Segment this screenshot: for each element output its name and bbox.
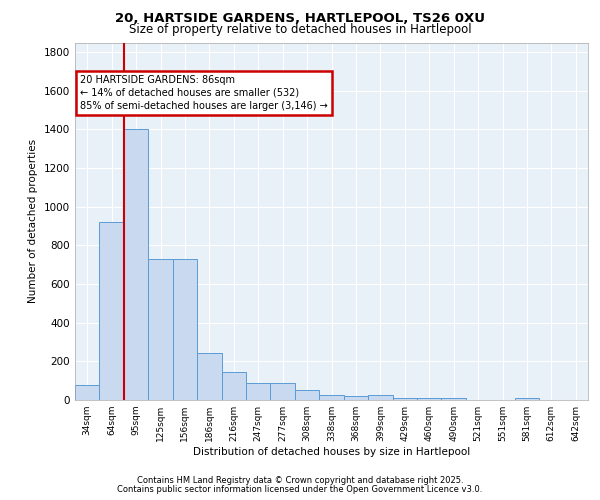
Text: Contains HM Land Registry data © Crown copyright and database right 2025.: Contains HM Land Registry data © Crown c…: [137, 476, 463, 485]
Bar: [197, 352, 221, 400]
Bar: [442, 398, 466, 400]
Bar: [148, 259, 173, 400]
Text: Contains public sector information licensed under the Open Government Licence v3: Contains public sector information licen…: [118, 485, 482, 494]
Y-axis label: Number of detached properties: Number of detached properties: [28, 139, 38, 304]
Bar: [100, 222, 124, 400]
Bar: [124, 130, 148, 400]
Bar: [515, 398, 539, 400]
Bar: [368, 395, 392, 400]
Bar: [271, 382, 295, 400]
Text: 20, HARTSIDE GARDENS, HARTLEPOOL, TS26 0XU: 20, HARTSIDE GARDENS, HARTLEPOOL, TS26 0…: [115, 12, 485, 26]
Bar: [295, 390, 319, 400]
Bar: [392, 398, 417, 400]
Bar: [417, 398, 442, 400]
Bar: [221, 372, 246, 400]
X-axis label: Distribution of detached houses by size in Hartlepool: Distribution of detached houses by size …: [193, 447, 470, 457]
Bar: [246, 382, 271, 400]
Bar: [319, 395, 344, 400]
Bar: [344, 396, 368, 400]
Text: Size of property relative to detached houses in Hartlepool: Size of property relative to detached ho…: [128, 22, 472, 36]
Text: 20 HARTSIDE GARDENS: 86sqm
← 14% of detached houses are smaller (532)
85% of sem: 20 HARTSIDE GARDENS: 86sqm ← 14% of deta…: [80, 74, 328, 111]
Bar: [75, 384, 100, 400]
Bar: [173, 259, 197, 400]
